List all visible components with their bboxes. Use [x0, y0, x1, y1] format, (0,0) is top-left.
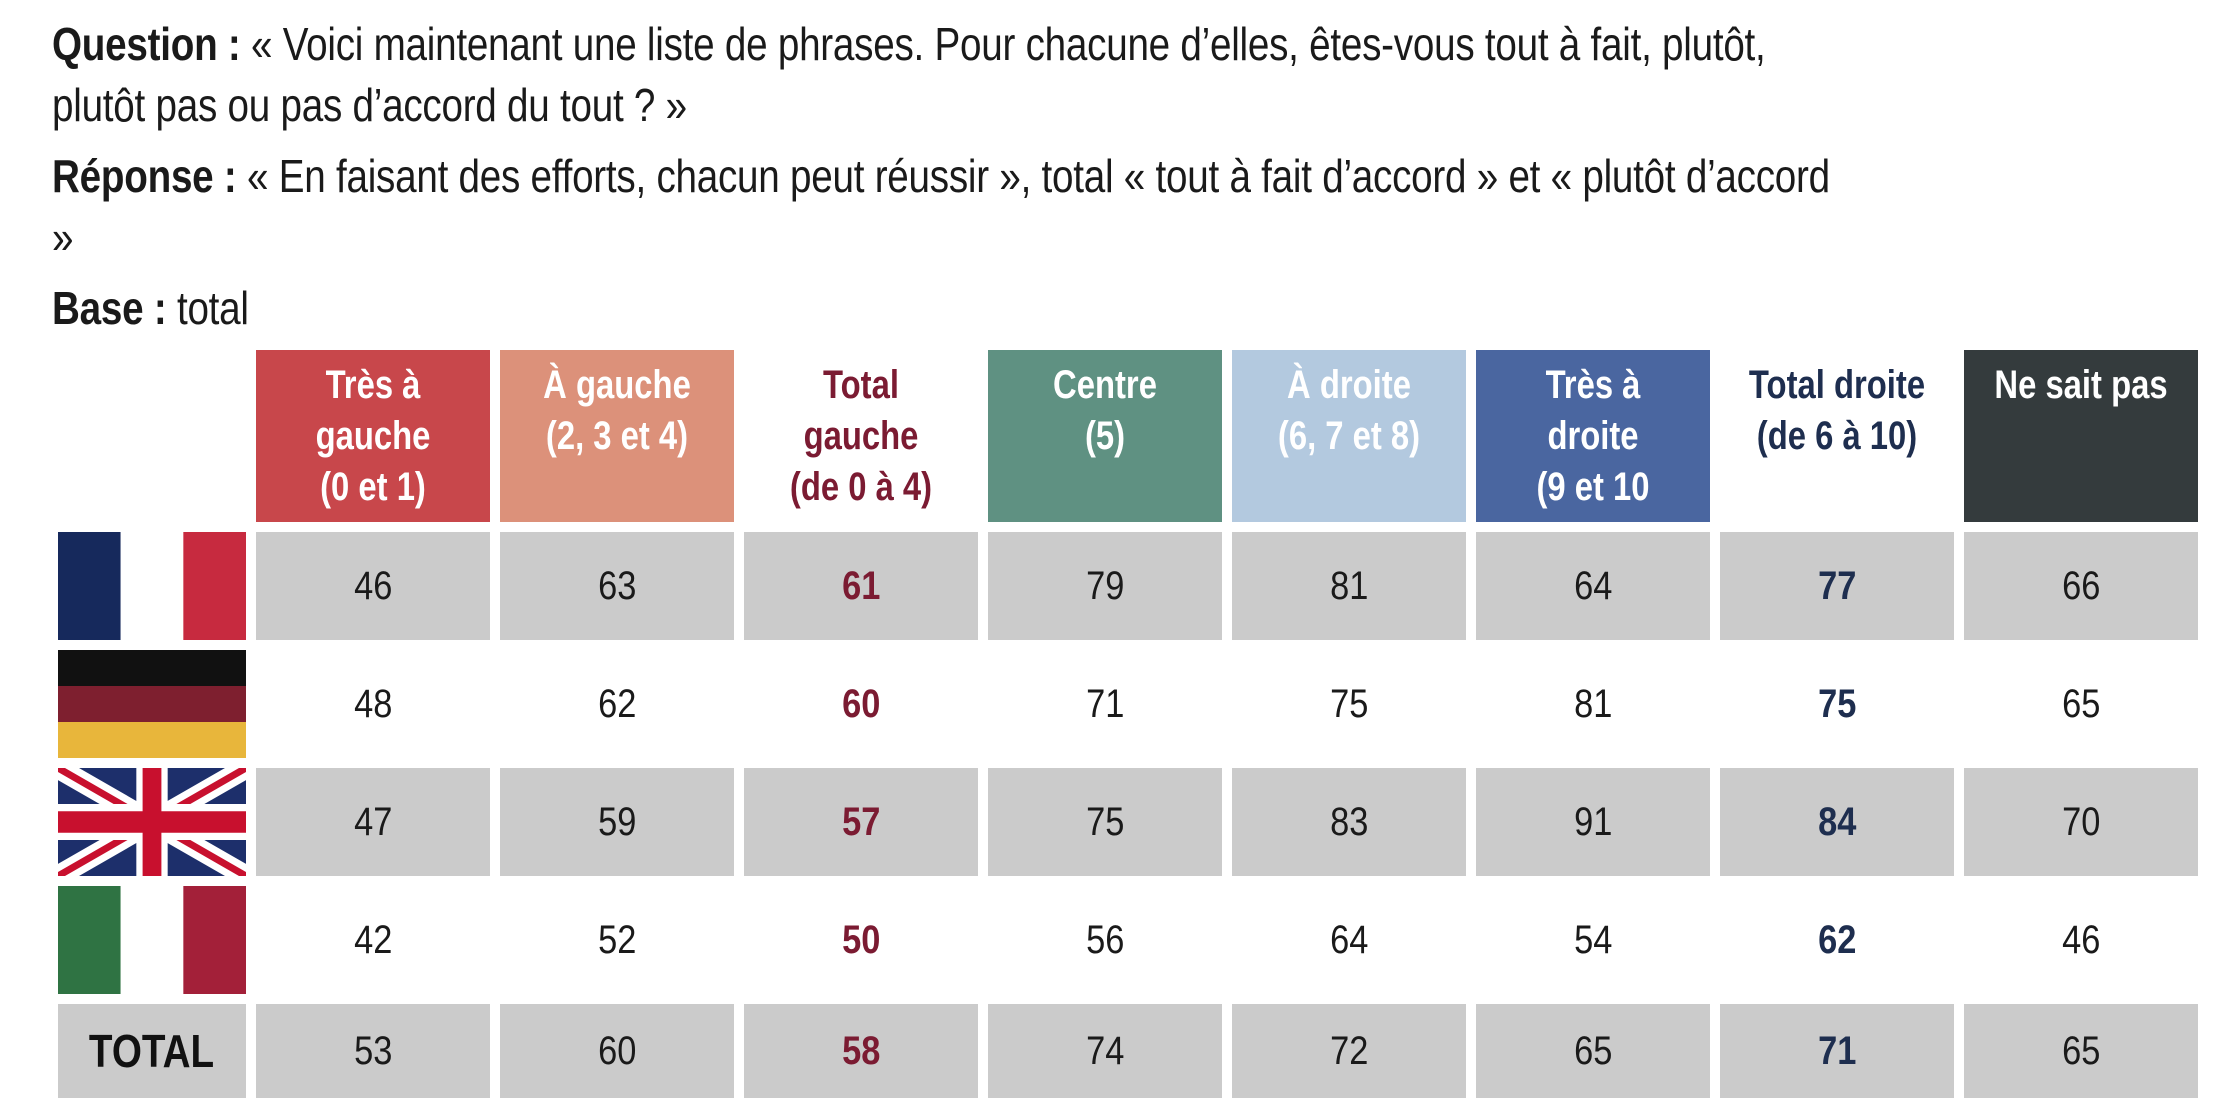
table-cell: 79: [988, 532, 1222, 640]
table-cell: 42: [353, 917, 393, 962]
table-cell: 81: [1573, 681, 1613, 726]
table-cell: 65: [2061, 681, 2101, 726]
table-cell: 71: [1085, 681, 1125, 726]
table-cell: 46: [2061, 917, 2101, 962]
base-label: Base :: [52, 282, 167, 334]
question-line: Question : « Voici maintenant une liste …: [52, 14, 1833, 75]
results-table: Très à gauche (0 et 1) À gauche (2, 3 et…: [48, 340, 2208, 1108]
table-cell: 52: [597, 917, 637, 962]
table-cell: 65: [1476, 1004, 1710, 1098]
italy-flag-icon: [58, 886, 246, 994]
table-cell: 65: [1964, 1004, 2198, 1098]
table-cell: 59: [500, 768, 734, 876]
header-total-left: Total gauche (de 0 à 4): [744, 350, 978, 522]
header-corner: [58, 350, 246, 522]
answer-text: « En faisant des efforts, chacun peut ré…: [52, 150, 1830, 263]
answer-label: Réponse :: [52, 150, 237, 202]
table-cell: 62: [597, 681, 637, 726]
germany-flag-icon: [58, 650, 246, 758]
question-line-2: plutôt pas ou pas d’accord du tout ? »: [52, 75, 1833, 136]
header-left: À gauche (2, 3 et 4): [500, 350, 734, 522]
table-cell: 46: [256, 532, 490, 640]
table-cell: 63: [500, 532, 734, 640]
table-row-germany: 48 62 60 71 75 81 75 65: [58, 650, 2198, 758]
header-center: Centre (5): [988, 350, 1222, 522]
intro-text: Question : « Voici maintenant une liste …: [52, 14, 1833, 339]
header-right: À droite (6, 7 et 8): [1232, 350, 1466, 522]
table-cell: 83: [1232, 768, 1466, 876]
table-cell: 72: [1232, 1004, 1466, 1098]
table-row-total: TOTAL 53 60 58 74 72 65 71 65: [58, 1004, 2198, 1098]
table-cell: 48: [353, 681, 393, 726]
table-cell: 70: [1964, 768, 2198, 876]
header-very-left: Très à gauche (0 et 1): [256, 350, 490, 522]
table-cell: 91: [1476, 768, 1710, 876]
table-cell: 53: [256, 1004, 490, 1098]
table-cell: 64: [1476, 532, 1710, 640]
table-cell-total-right: 77: [1720, 532, 1954, 640]
question-label: Question :: [52, 18, 241, 70]
table-cell-total-left: 60: [841, 681, 881, 726]
total-row-label: TOTAL: [58, 1004, 246, 1098]
table-cell-total-left: 61: [744, 532, 978, 640]
table-cell: 75: [988, 768, 1222, 876]
question-text-2: plutôt pas ou pas d’accord du tout ? »: [52, 79, 687, 131]
table-row-france: 46 63 61 79 81 64 77 66: [58, 532, 2198, 640]
table-cell: 56: [1085, 917, 1125, 962]
table-cell: 64: [1329, 917, 1369, 962]
header-total-right: Total droite (de 6 à 10): [1720, 350, 1954, 522]
france-flag-icon: [58, 532, 246, 640]
header-very-right: Très à droite (9 et 10: [1476, 350, 1710, 522]
table-cell: 75: [1329, 681, 1369, 726]
table-cell-total-right: 84: [1720, 768, 1954, 876]
base-line: Base : total: [52, 278, 1833, 339]
table-cell-total-right: 71: [1720, 1004, 1954, 1098]
united-kingdom-flag-icon: [58, 768, 246, 876]
table-cell: 66: [1964, 532, 2198, 640]
table-cell: 74: [988, 1004, 1222, 1098]
answer-line: Réponse : « En faisant des efforts, chac…: [52, 146, 1833, 268]
table-row-italy: 42 52 50 56 64 54 62 46: [58, 886, 2198, 994]
header-dont-know: Ne sait pas: [1964, 350, 2198, 522]
table-cell-total-left: 58: [744, 1004, 978, 1098]
header-row: Très à gauche (0 et 1) À gauche (2, 3 et…: [58, 350, 2198, 522]
table-cell-total-left: 57: [744, 768, 978, 876]
table-cell: 60: [500, 1004, 734, 1098]
table-cell: 54: [1573, 917, 1613, 962]
table-cell-total-right: 75: [1817, 681, 1857, 726]
table-row-united-kingdom: 47 59 57 75 83 91 84 70: [58, 768, 2198, 876]
table-cell: 81: [1232, 532, 1466, 640]
table-cell: 47: [256, 768, 490, 876]
table-cell-total-left: 50: [841, 917, 881, 962]
table-cell-total-right: 62: [1817, 917, 1857, 962]
base-text: total: [166, 282, 249, 334]
question-text: « Voici maintenant une liste de phrases.…: [240, 18, 1766, 70]
